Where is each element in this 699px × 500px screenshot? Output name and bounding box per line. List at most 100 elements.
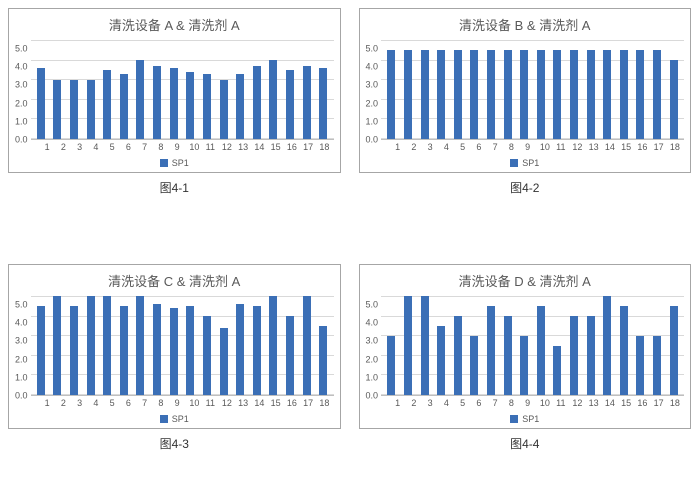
x-tick-label: 12: [222, 398, 230, 408]
x-tick-label: 15: [271, 398, 279, 408]
x-tick-label: 7: [141, 398, 149, 408]
bar: [404, 296, 412, 395]
x-tick-label: 10: [540, 398, 548, 408]
y-tick-label: 4.0: [15, 319, 28, 328]
legend-label: SP1: [172, 158, 189, 168]
y-tick-label: 4.0: [366, 63, 379, 72]
x-tick-label: 11: [556, 398, 564, 408]
bar: [421, 296, 429, 395]
bar: [470, 336, 478, 395]
x-tick-label: 2: [410, 142, 418, 152]
y-tick-label: 0.0: [15, 391, 28, 400]
y-tick-label: 0.0: [366, 391, 379, 400]
y-tick-label: 5.0: [15, 301, 28, 310]
x-tick-label: 4: [442, 398, 450, 408]
y-tick-label: 1.0: [366, 373, 379, 382]
bar: [387, 50, 395, 139]
y-tick-label: 5.0: [366, 301, 379, 310]
bar: [70, 80, 78, 139]
bar: [504, 50, 512, 139]
bar: [636, 336, 644, 395]
x-tick-label: 2: [410, 398, 418, 408]
bar: [437, 50, 445, 139]
bar: [70, 306, 78, 395]
bar: [136, 60, 144, 139]
x-tick-label: 16: [637, 142, 645, 152]
plot: 5.04.03.02.01.00.0: [15, 40, 334, 140]
bar: [286, 316, 294, 395]
x-tick-label: 17: [303, 142, 311, 152]
y-axis: 5.04.03.02.01.00.0: [15, 296, 31, 396]
bars: [381, 296, 684, 395]
x-tick-label: 4: [92, 398, 100, 408]
bar: [253, 66, 261, 139]
legend: SP1: [15, 158, 334, 168]
x-tick-label: 16: [287, 398, 295, 408]
y-tick-label: 2.0: [366, 355, 379, 364]
chart-title: 清洗设备 A & 清洗剂 A: [15, 15, 334, 34]
x-tick-label: 3: [426, 142, 434, 152]
x-axis: 123456789101112131415161718: [15, 140, 334, 152]
y-tick-label: 4.0: [366, 319, 379, 328]
x-tick-label: 13: [238, 142, 246, 152]
plot: 5.04.03.02.01.00.0: [366, 40, 685, 140]
y-axis: 5.04.03.02.01.00.0: [15, 40, 31, 140]
y-axis: 5.04.03.02.01.00.0: [366, 40, 382, 140]
chart-title: 清洗设备 C & 清洗剂 A: [15, 271, 334, 290]
bar: [203, 74, 211, 139]
bar: [670, 306, 678, 395]
chart-box: 清洗设备 C & 清洗剂 A5.04.03.02.01.00.012345678…: [8, 264, 341, 429]
chart-cell-1: 清洗设备 A & 清洗剂 A5.04.03.02.01.00.012345678…: [8, 8, 341, 236]
x-tick-label: 17: [654, 142, 662, 152]
x-tick-label: 12: [572, 398, 580, 408]
bar: [553, 50, 561, 139]
bar: [470, 50, 478, 139]
x-tick-label: 17: [303, 398, 311, 408]
bar: [37, 68, 45, 139]
legend-swatch: [160, 159, 168, 167]
bar: [253, 306, 261, 395]
bar: [220, 328, 228, 395]
bars: [31, 296, 334, 395]
x-tick-label: 11: [556, 142, 564, 152]
bar: [620, 306, 628, 395]
y-tick-label: 1.0: [366, 117, 379, 126]
x-axis: 123456789101112131415161718: [366, 140, 685, 152]
x-tick-label: 3: [76, 398, 84, 408]
x-tick-label: 18: [319, 398, 327, 408]
bar: [520, 336, 528, 395]
x-tick-label: 6: [124, 398, 132, 408]
x-tick-label: 15: [271, 142, 279, 152]
x-tick-label: 6: [124, 142, 132, 152]
chart-title: 清洗设备 D & 清洗剂 A: [366, 271, 685, 290]
y-tick-label: 3.0: [366, 337, 379, 346]
legend-swatch: [160, 415, 168, 423]
bar: [120, 306, 128, 395]
bar: [487, 306, 495, 395]
x-tick-label: 7: [491, 142, 499, 152]
bar: [203, 316, 211, 395]
x-tick-label: 10: [189, 398, 197, 408]
y-tick-label: 5.0: [366, 45, 379, 54]
y-tick-label: 1.0: [15, 117, 28, 126]
x-tick-label: 8: [507, 398, 515, 408]
x-tick-label: 10: [540, 142, 548, 152]
bar: [53, 296, 61, 395]
bar: [454, 50, 462, 139]
x-tick-label: 5: [108, 398, 116, 408]
y-tick-label: 2.0: [15, 355, 28, 364]
bar: [487, 50, 495, 139]
bar: [53, 80, 61, 139]
y-tick-label: 3.0: [15, 81, 28, 90]
bar: [170, 308, 178, 395]
x-tick-label: 14: [605, 142, 613, 152]
legend-swatch: [510, 159, 518, 167]
plot-area: [31, 40, 334, 140]
bar: [37, 306, 45, 395]
y-tick-label: 1.0: [15, 373, 28, 382]
x-tick-label: 9: [173, 142, 181, 152]
y-tick-label: 0.0: [366, 135, 379, 144]
x-tick-label: 15: [621, 398, 629, 408]
bar: [303, 66, 311, 139]
bar: [303, 296, 311, 395]
